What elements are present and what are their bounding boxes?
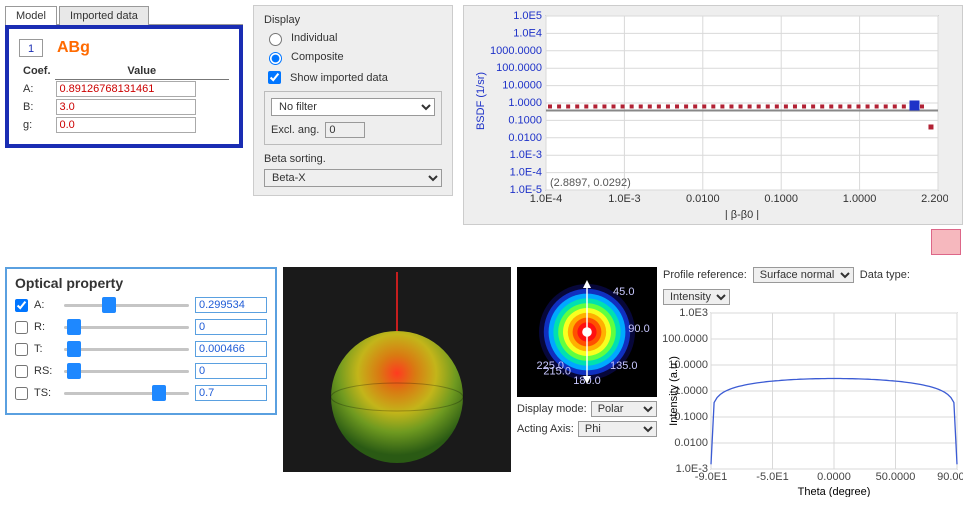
optical-check[interactable]: [15, 343, 28, 356]
optical-row-a: A:: [15, 297, 267, 313]
optical-value-input[interactable]: [195, 363, 267, 379]
svg-text:1.0E-4: 1.0E-4: [530, 193, 562, 205]
svg-text:BSDF (1/sr): BSDF (1/sr): [475, 72, 487, 130]
bsdf-chart: 1.0E5 1.0E4 1000.0000 100.0000 10.0000 1.0000…: [463, 5, 963, 225]
optical-title: Optical property: [15, 275, 267, 291]
value-header: Value: [55, 63, 230, 80]
svg-text:1.0E4: 1.0E4: [513, 27, 542, 39]
optical-label: RS:: [34, 365, 58, 377]
optical-label: T:: [34, 343, 58, 355]
optical-slider[interactable]: [64, 363, 189, 379]
svg-text:Theta (degree): Theta (degree): [798, 486, 871, 497]
coef-g-input[interactable]: [56, 117, 196, 133]
svg-text:1.0E5: 1.0E5: [513, 10, 542, 22]
model-panel: Model Imported data 1 ABg Coef. Value A:…: [5, 5, 243, 148]
svg-text:0.1000: 0.1000: [764, 193, 798, 205]
svg-text:0.1000: 0.1000: [508, 114, 542, 126]
svg-text:1.0E3: 1.0E3: [679, 307, 708, 319]
svg-text:45.0: 45.0: [613, 286, 634, 298]
beta-sorting-title: Beta sorting.: [264, 153, 442, 165]
svg-text:100.0000: 100.0000: [496, 62, 542, 74]
svg-text:90.0: 90.0: [628, 323, 649, 335]
optical-slider[interactable]: [64, 297, 189, 313]
radio-composite[interactable]: Composite: [264, 49, 442, 65]
svg-text:0.0100: 0.0100: [686, 193, 720, 205]
svg-text:1.0E-3: 1.0E-3: [510, 149, 542, 161]
svg-text:1.0000: 1.0000: [508, 97, 542, 109]
optical-row-rs: RS:: [15, 363, 267, 379]
coef-header: Coef.: [19, 63, 55, 80]
optical-label: R:: [34, 321, 58, 333]
optical-row-t: T:: [15, 341, 267, 357]
excl-ang-input[interactable]: [325, 122, 365, 138]
model-index: 1: [19, 39, 43, 57]
optical-value-input[interactable]: [195, 297, 267, 313]
sphere-render: [283, 267, 511, 472]
optical-check[interactable]: [15, 321, 28, 334]
coef-b-input[interactable]: [56, 99, 196, 115]
polar-block: 45.090.0135.0180.0215.0225.0 Display mod…: [517, 267, 657, 437]
radio-individual[interactable]: Individual: [264, 30, 442, 46]
svg-text:1.0E-3: 1.0E-3: [608, 193, 640, 205]
optical-slider[interactable]: [64, 385, 189, 401]
optical-check[interactable]: [15, 299, 28, 312]
coef-a-input[interactable]: [56, 81, 196, 97]
svg-text:100.0000: 100.0000: [663, 333, 708, 345]
optical-row-r: R:: [15, 319, 267, 335]
optical-value-input[interactable]: [195, 341, 267, 357]
svg-text:50.0000: 50.0000: [876, 471, 916, 483]
profile-ref-select[interactable]: Surface normal: [753, 267, 854, 283]
tab-model[interactable]: Model: [5, 6, 57, 25]
svg-text:90.0000: 90.0000: [937, 471, 963, 483]
optical-label: TS:: [34, 387, 58, 399]
excl-ang-label: Excl. ang.: [271, 124, 319, 136]
svg-text:10.0000: 10.0000: [502, 80, 542, 92]
svg-text:-9.0E1: -9.0E1: [695, 471, 727, 483]
profile-ref-label: Profile reference:: [663, 269, 747, 281]
tab-imported-data[interactable]: Imported data: [59, 6, 149, 25]
optical-slider[interactable]: [64, 319, 189, 335]
acting-axis-select[interactable]: Phi: [578, 421, 657, 437]
optical-value-input[interactable]: [195, 385, 267, 401]
svg-text:0.0100: 0.0100: [674, 437, 708, 449]
acting-axis-label: Acting Axis:: [517, 423, 574, 435]
optical-value-input[interactable]: [195, 319, 267, 335]
coef-g-label: g:: [19, 116, 55, 134]
svg-text:1.0000: 1.0000: [843, 193, 877, 205]
intensity-chart: 1.0E3100.000010.00001.00000.10000.01001.…: [663, 307, 963, 497]
optical-check[interactable]: [15, 365, 28, 378]
optical-property-panel: Optical property A: R: T: RS: TS:: [5, 267, 277, 415]
optical-slider[interactable]: [64, 341, 189, 357]
svg-text:| β-β0 |: | β-β0 |: [725, 209, 759, 220]
model-name: ABg: [57, 39, 90, 57]
svg-text:135.0: 135.0: [610, 360, 638, 372]
optical-row-ts: TS:: [15, 385, 267, 401]
svg-text:0.0100: 0.0100: [508, 132, 542, 144]
check-show-imported[interactable]: Show imported data: [264, 68, 442, 87]
display-panel: Display Individual Composite Show import…: [253, 5, 453, 196]
polar-plot: 45.090.0135.0180.0215.0225.0: [517, 267, 657, 397]
optical-label: A:: [34, 299, 58, 311]
optical-check[interactable]: [15, 387, 28, 400]
intensity-block: Profile reference: Surface normal Data t…: [663, 267, 963, 497]
display-title: Display: [264, 14, 442, 26]
svg-text:-5.0E1: -5.0E1: [756, 471, 788, 483]
display-mode-label: Display mode:: [517, 403, 587, 415]
svg-text:225.0: 225.0: [536, 360, 564, 372]
display-mode-select[interactable]: Polar: [591, 401, 657, 417]
svg-text:2.2000: 2.2000: [921, 193, 948, 205]
svg-text:Intensity (a.u.): Intensity (a.u.): [668, 356, 680, 426]
coef-b-label: B:: [19, 98, 55, 116]
svg-text:1000.0000: 1000.0000: [490, 45, 542, 57]
beta-sorting-select[interactable]: Beta-X: [264, 169, 442, 187]
svg-text:(2.8897, 0.0292): (2.8897, 0.0292): [550, 177, 631, 189]
svg-text:1.0E-4: 1.0E-4: [510, 167, 542, 179]
data-type-select[interactable]: Intensity: [663, 289, 730, 305]
filter-select[interactable]: No filter: [271, 98, 435, 116]
svg-text:0.0000: 0.0000: [817, 471, 851, 483]
pink-swatch: [931, 229, 961, 255]
coef-a-label: A:: [19, 80, 55, 99]
data-type-label: Data type:: [860, 269, 910, 281]
